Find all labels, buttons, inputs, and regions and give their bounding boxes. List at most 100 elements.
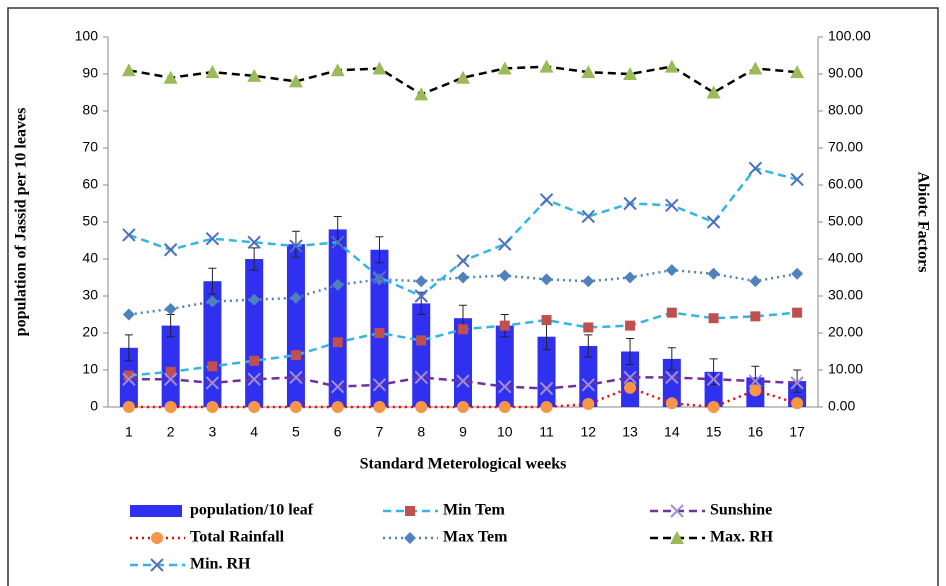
- y2-tick-label: 60.00: [828, 176, 863, 192]
- x-tick-label: 15: [706, 424, 722, 440]
- bar: [579, 345, 598, 407]
- line-marker: [790, 65, 805, 79]
- line-marker: [372, 61, 387, 75]
- line-marker: [750, 311, 761, 322]
- line-marker: [624, 271, 637, 284]
- line-marker: [248, 401, 261, 413]
- error-bar: [584, 334, 593, 358]
- line-marker: [748, 161, 763, 176]
- line-marker: [415, 401, 428, 413]
- bar: [412, 303, 431, 407]
- bar: [161, 325, 180, 407]
- line: [128, 376, 798, 390]
- error-bar: [291, 230, 300, 258]
- x-tick-label: 4: [250, 424, 258, 440]
- line-marker: [374, 328, 385, 338]
- line-marker: [290, 350, 301, 361]
- line-marker: [707, 267, 720, 280]
- line-marker: [708, 313, 719, 324]
- line-marker: [205, 231, 220, 246]
- line-marker: [122, 308, 135, 321]
- line-marker: [247, 235, 261, 250]
- line-marker: [414, 370, 428, 385]
- line-marker: [790, 172, 804, 187]
- line-marker: [331, 401, 344, 413]
- bar: [621, 351, 640, 407]
- line-marker: [541, 315, 552, 326]
- line-marker: [581, 378, 596, 392]
- x-tick-label: 1: [125, 424, 133, 440]
- line-marker: [330, 235, 345, 250]
- y2-axis-title: Abiotc Factors: [914, 172, 931, 273]
- x-tick-label: 7: [376, 424, 384, 440]
- line-marker: [163, 372, 178, 386]
- line-marker: [624, 381, 637, 394]
- line-marker: [247, 68, 262, 82]
- line-marker: [790, 376, 804, 390]
- line-marker: [581, 65, 596, 79]
- line-marker: [249, 355, 260, 366]
- line-marker: [707, 401, 720, 413]
- line-marker: [164, 401, 177, 413]
- line-marker: [205, 376, 220, 390]
- line-marker: [457, 401, 469, 413]
- line-marker: [665, 264, 678, 277]
- line-marker: [330, 63, 345, 77]
- legend-marker: [670, 504, 684, 518]
- line: [128, 65, 798, 96]
- line-marker: [791, 397, 804, 410]
- line-marker: [623, 196, 637, 211]
- line-marker: [206, 295, 219, 308]
- line-marker: [206, 401, 219, 413]
- error-bar: [208, 267, 217, 295]
- y2-tick-label: 30.00: [828, 287, 863, 303]
- line-marker: [748, 374, 763, 388]
- y-tick-label: 50: [82, 213, 98, 229]
- line-marker: [372, 270, 387, 285]
- line-marker: [456, 374, 470, 388]
- legend-marker: [404, 532, 416, 544]
- line-marker: [540, 273, 553, 286]
- y2-tick-label: 100.00: [828, 28, 871, 44]
- y-tick-label: 80: [82, 102, 98, 118]
- y2-tick-label: 90.00: [828, 65, 863, 81]
- line-marker: [539, 193, 554, 207]
- y-tick-label: 100: [75, 28, 99, 44]
- error-bar: [124, 334, 133, 362]
- x-tick-label: 11: [539, 424, 554, 440]
- line-marker: [330, 379, 345, 394]
- line-marker: [122, 372, 136, 386]
- line-marker: [749, 275, 762, 288]
- line-marker: [416, 335, 427, 346]
- line-marker: [749, 384, 762, 397]
- error-bar: [667, 347, 676, 371]
- y2-tick-label: 80.00: [828, 102, 863, 118]
- line-marker: [164, 302, 177, 315]
- y-tick-label: 40: [82, 250, 98, 266]
- y2-tick-label: 40.00: [828, 250, 863, 266]
- x-tick-label: 12: [581, 424, 597, 440]
- line-marker: [497, 61, 512, 75]
- line-marker: [163, 243, 178, 257]
- y2-tick-label: 20.00: [828, 324, 863, 340]
- line-marker: [665, 370, 679, 385]
- legend-marker: [150, 558, 164, 572]
- line-marker: [456, 254, 470, 268]
- x-tick-label: 2: [167, 424, 175, 440]
- x-tick-label: 17: [789, 424, 805, 440]
- line-marker: [123, 370, 134, 381]
- y2-tick-label: 50.00: [828, 213, 863, 229]
- chart-frame: [7, 7, 939, 586]
- line-marker: [665, 397, 678, 410]
- y-tick-label: 20: [82, 324, 98, 340]
- line-marker: [414, 289, 428, 303]
- error-bar: [793, 369, 802, 393]
- legend-marker: [151, 532, 163, 544]
- x-tick-label: 8: [417, 424, 425, 440]
- line-marker: [706, 85, 721, 99]
- line-marker: [665, 198, 679, 213]
- line-marker: [666, 307, 677, 318]
- bar: [537, 336, 556, 407]
- line-marker: [625, 320, 636, 331]
- line-marker: [792, 307, 803, 318]
